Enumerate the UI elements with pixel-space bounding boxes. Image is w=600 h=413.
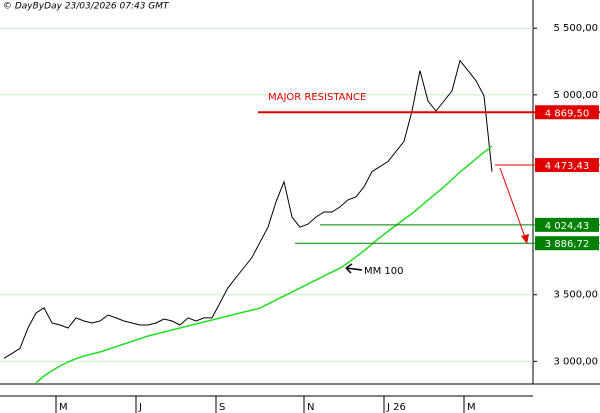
y-tick-label: 3 500,00: [553, 290, 598, 301]
x-tick-label: N: [307, 402, 314, 413]
target-arrowhead: [521, 234, 529, 244]
y-tick-label: 3 000,00: [553, 356, 598, 367]
price-line: [3, 59, 493, 359]
x-tick-label: M: [59, 402, 68, 413]
annotation: MAJOR RESISTANCE: [268, 92, 366, 103]
y-tick-label: 5 000,00: [553, 90, 598, 101]
moving-average-line: [35, 145, 493, 384]
level-box: [535, 105, 599, 120]
level-box: [535, 158, 599, 173]
x-tick-label: J 26: [386, 402, 406, 413]
x-tick-label: M: [467, 402, 476, 413]
level-box: [535, 217, 599, 232]
y-tick-label: 5 500,00: [553, 23, 598, 34]
level-label: 4 024,43: [545, 221, 590, 232]
x-tick-label: J: [138, 402, 142, 413]
x-tick-label: S: [219, 402, 225, 413]
ma-arrow: [345, 263, 363, 274]
level-label: 3 886,72: [545, 239, 590, 250]
level-box: [535, 236, 599, 251]
level-label: 4 473,43: [545, 161, 590, 172]
target-arrow: [499, 167, 527, 241]
level-label: 4 869,50: [545, 108, 590, 119]
header: © DayByDay 23/03/2026 07:43 GMT: [3, 2, 170, 12]
ma-label: MM 100: [364, 266, 404, 277]
